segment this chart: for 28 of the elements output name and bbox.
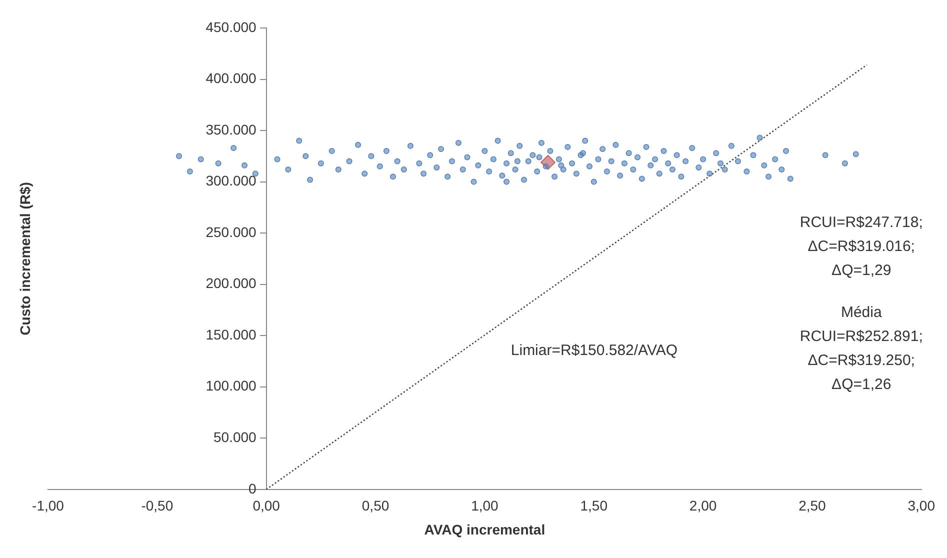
y-tick-label: 50.000 — [214, 428, 257, 445]
y-tick-label: 350.000 — [206, 121, 257, 138]
annotation: ΔC=R$319.016; — [808, 238, 915, 255]
x-tick-label: 2,00 — [689, 498, 717, 514]
x-tick-label: 1,50 — [580, 498, 608, 514]
x-tick-label: 2,50 — [798, 498, 826, 514]
annotation: RCUI=R$247.718; — [800, 214, 923, 231]
annotation: Média — [840, 304, 882, 321]
x-tick-label: 0,50 — [362, 498, 390, 514]
annotation: ΔC=R$319.250; — [808, 352, 915, 369]
x-tick-label: 1,00 — [471, 498, 499, 514]
y-tick-label: 450.000 — [206, 18, 257, 35]
annotation: RCUI=R$252.891; — [800, 328, 923, 345]
annotation: ΔQ=1,29 — [832, 262, 892, 279]
y-axis-title: Custo incremental (R$) — [16, 182, 33, 336]
x-tick-label: -0,50 — [141, 498, 174, 514]
y-tick-label: 300.000 — [206, 172, 257, 189]
annotation: ΔQ=1,26 — [832, 376, 892, 393]
x-axis-title: AVAQ incremental — [424, 521, 546, 538]
x-tick-label: 3,00 — [908, 498, 936, 514]
x-tick-label: 0,00 — [252, 498, 280, 514]
y-tick-label: 150.000 — [206, 326, 257, 342]
y-tick-label: 250.000 — [206, 224, 257, 240]
x-tick-label: -1,00 — [32, 498, 64, 514]
annotation: Limiar=R$150.582/AVAQ — [510, 342, 678, 360]
y-tick-label: 100.000 — [206, 378, 257, 394]
y-tick-label: 200.000 — [206, 275, 257, 292]
y-tick-label: 400.000 — [206, 70, 257, 86]
